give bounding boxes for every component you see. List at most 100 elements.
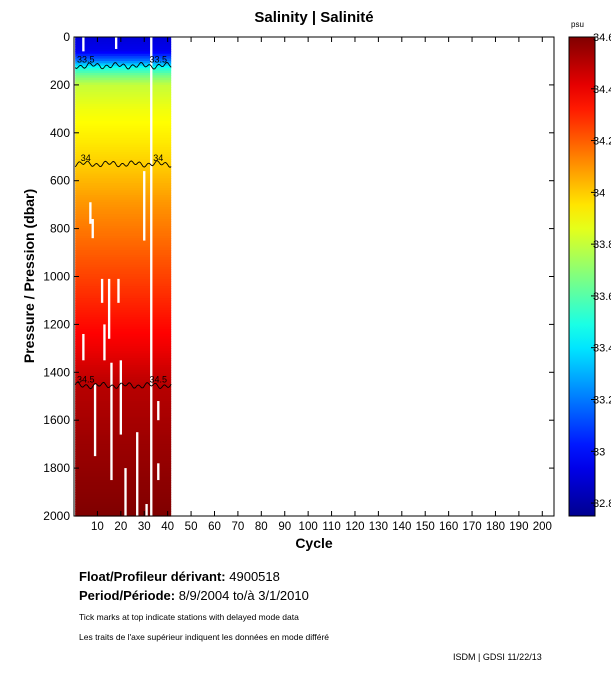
x-tick-label: 140 xyxy=(392,521,411,533)
x-tick-label: 20 xyxy=(114,521,127,533)
data-gap xyxy=(93,384,97,457)
heatmap-band xyxy=(75,92,172,96)
heatmap-band xyxy=(75,379,172,383)
heatmap-band xyxy=(75,367,172,371)
heatmap-band xyxy=(75,489,172,493)
heatmap-band xyxy=(75,166,172,170)
heatmap-band xyxy=(75,199,172,203)
heatmap-band xyxy=(75,403,172,407)
heatmap-band xyxy=(75,290,172,294)
heatmap-band xyxy=(75,453,172,457)
heatmap-band xyxy=(75,341,172,345)
heatmap-band xyxy=(75,216,172,220)
x-tick-label: 50 xyxy=(185,521,198,533)
heatmap-band xyxy=(75,192,172,196)
heatmap-band xyxy=(75,254,172,258)
heatmap-band xyxy=(75,46,172,50)
heatmap-band xyxy=(75,271,172,275)
heatmap-band xyxy=(75,487,172,491)
data-gap xyxy=(119,360,122,435)
heatmap-band xyxy=(75,415,172,419)
heatmap-band xyxy=(75,262,172,266)
heatmap-band xyxy=(75,135,172,139)
x-tick-label: 30 xyxy=(138,521,151,533)
heatmap-band xyxy=(75,324,172,328)
heatmap-band xyxy=(75,65,172,69)
heatmap-band xyxy=(75,147,172,151)
data-gap xyxy=(107,278,111,339)
heatmap-band xyxy=(75,298,172,302)
x-tick-label: 130 xyxy=(369,521,388,533)
heatmap-band xyxy=(75,468,172,472)
heatmap-band xyxy=(75,422,172,426)
colorbar-tick-label: 33.4 xyxy=(593,343,611,355)
x-tick-label: 110 xyxy=(322,521,340,533)
heatmap-band xyxy=(75,477,172,481)
contour-line xyxy=(74,62,172,70)
missing-cycle xyxy=(150,37,153,516)
salinity-heatmap xyxy=(75,37,172,517)
heatmap-band xyxy=(75,159,172,163)
x-axis-label: Cycle xyxy=(295,535,333,551)
contour-line xyxy=(74,381,172,390)
y-tick-label: 200 xyxy=(50,78,70,92)
heatmap-band xyxy=(75,154,172,158)
period-separator: to/à xyxy=(232,588,255,603)
colorbar-tick-label: 33.8 xyxy=(593,239,611,251)
heatmap-band xyxy=(75,149,172,153)
heatmap-band xyxy=(75,307,172,311)
heatmap-band xyxy=(75,492,172,496)
heatmap-band xyxy=(75,185,172,189)
heatmap-band xyxy=(75,513,172,517)
heatmap-band xyxy=(75,70,172,74)
heatmap-band xyxy=(75,58,172,62)
heatmap-band xyxy=(75,436,172,440)
heatmap-band xyxy=(75,60,172,64)
data-gap xyxy=(100,278,104,303)
y-tick-label: 2000 xyxy=(43,509,70,523)
heatmap-band xyxy=(75,310,172,314)
heatmap-band xyxy=(75,480,172,484)
data-gap xyxy=(89,202,92,224)
heatmap-band xyxy=(75,53,172,57)
heatmap-band xyxy=(75,508,172,512)
float-info: Float/Profileur dérivant: 4900518 xyxy=(79,569,280,584)
heatmap-band xyxy=(75,355,172,359)
heatmap-band xyxy=(75,329,172,333)
heatmap-band xyxy=(75,51,172,55)
heatmap-band xyxy=(75,125,172,129)
heatmap-band xyxy=(75,120,172,124)
heatmap-band xyxy=(75,357,172,361)
heatmap-band xyxy=(75,496,172,500)
salinity-section-chart: Salinity | Salinité 33.5 33.5 34 34 34.5 34.5… xyxy=(21,9,611,551)
heatmap-band xyxy=(75,501,172,505)
float-id: 4900518 xyxy=(229,569,280,584)
period-info: Period/Période: 8/9/2004 to/à 3/1/2010 xyxy=(79,588,309,603)
data-gap xyxy=(110,362,113,481)
heatmap-band xyxy=(75,360,172,364)
y-axis-label: Pressure / Pression (dbar) xyxy=(21,189,37,363)
contour-line xyxy=(74,160,172,168)
heatmap-band xyxy=(75,482,172,486)
heatmap-band xyxy=(75,269,172,273)
heatmap-band xyxy=(75,168,172,172)
heatmap-band xyxy=(75,247,172,251)
heatmap-band xyxy=(75,197,172,201)
heatmap-band xyxy=(75,108,172,112)
colorbar xyxy=(568,36,596,517)
heatmap-band xyxy=(75,405,172,409)
heatmap-band xyxy=(75,171,172,175)
heatmap-band xyxy=(75,238,172,242)
delayed-mode-note-fr: Les traits de l'axe supérieur indiquent … xyxy=(79,632,330,642)
heatmap-band xyxy=(75,401,172,405)
heatmap-band xyxy=(75,336,172,340)
heatmap-band xyxy=(75,389,172,393)
heatmap-band xyxy=(75,180,172,184)
heatmap-band xyxy=(75,142,172,146)
heatmap-band xyxy=(75,458,172,462)
heatmap-band xyxy=(75,264,172,268)
heatmap-band xyxy=(75,96,172,100)
heatmap-band xyxy=(75,362,172,366)
heatmap-band xyxy=(75,305,172,309)
heatmap-band xyxy=(75,156,172,160)
